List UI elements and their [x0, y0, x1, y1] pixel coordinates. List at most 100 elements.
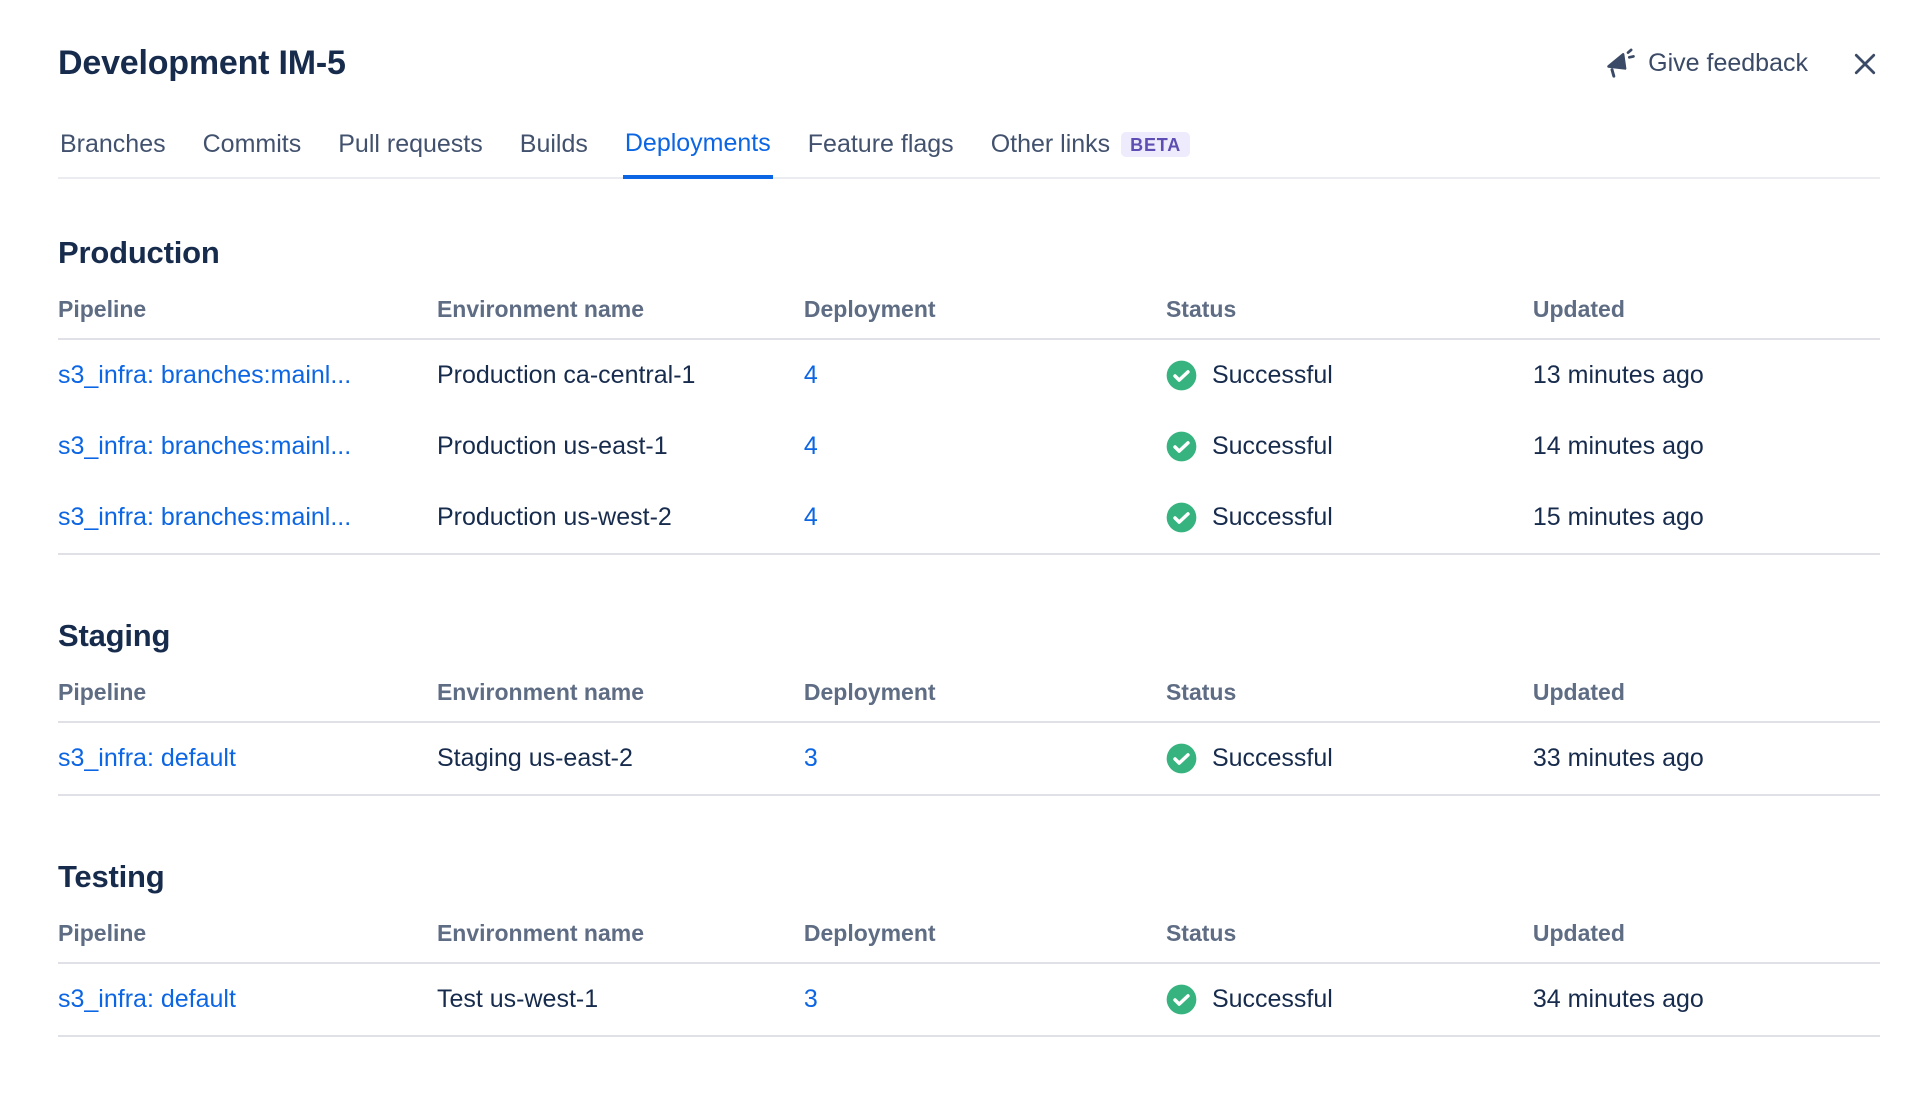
tab-label: Commits — [202, 130, 302, 158]
status-cell-td: Successful — [1166, 411, 1533, 482]
tab-commits[interactable]: Commits — [201, 129, 304, 177]
table-header-row: Pipeline Environment name Deployment Status… — [58, 679, 1880, 723]
pipeline-link[interactable]: s3_infra: default — [58, 744, 236, 772]
table-head: Pipeline Environment name Deployment Status… — [58, 920, 1880, 964]
status-badge: Successful — [1166, 360, 1525, 391]
environment-cell: Test us-west-1 — [437, 963, 804, 1036]
close-icon — [1850, 49, 1880, 79]
tab-label: Pull requests — [338, 130, 483, 158]
deployment-cell: 4 — [804, 411, 1166, 482]
pipeline-cell: s3_infra: branches:mainl... — [58, 339, 437, 411]
tab-branches[interactable]: Branches — [58, 129, 168, 177]
success-check-icon — [1166, 743, 1197, 774]
tab-label: Feature flags — [807, 130, 954, 158]
column-header-environment-name: Environment name — [436, 920, 804, 964]
panel-header: Development IM-5 Give feedback — [58, 44, 1880, 83]
environment-cell: Production us-east-1 — [437, 411, 804, 482]
table-head: Pipeline Environment name Deployment Status… — [58, 296, 1880, 340]
pipeline-link[interactable]: s3_infra: branches:mainl... — [58, 503, 352, 531]
updated-label: 33 minutes ago — [1532, 744, 1704, 772]
sections-root: Production Pipeline Environment name Deploy… — [58, 235, 1880, 1037]
environment-name: Production ca-central-1 — [436, 361, 696, 389]
tab-deployments[interactable]: Deployments — [622, 129, 773, 179]
status-badge: Successful — [1166, 743, 1525, 774]
section-testing: Testing Pipeline Environment name Deploymen… — [58, 859, 1880, 1037]
table-row: s3_infra: branches:mainl... Production ca… — [58, 339, 1880, 411]
table-header-row: Pipeline Environment name Deployment Status… — [58, 296, 1880, 340]
table-row: s3_infra: branches:mainl... Production us… — [58, 482, 1880, 554]
column-header-pipeline: Pipeline — [58, 920, 437, 964]
tab-label: Other links — [990, 130, 1111, 158]
updated-label: 14 minutes ago — [1532, 432, 1704, 460]
beta-badge: BETA — [1121, 132, 1191, 157]
status-cell-td: Successful — [1166, 722, 1533, 795]
deployment-cell: 3 — [804, 963, 1166, 1036]
deployment-count-link[interactable]: 3 — [803, 744, 818, 772]
column-header-pipeline: Pipeline — [58, 679, 437, 723]
section-title: Testing — [58, 859, 165, 894]
tab-feature-flags[interactable]: Feature flags — [806, 129, 956, 177]
column-header-deployment: Deployment — [803, 296, 1166, 340]
updated-label: 15 minutes ago — [1532, 503, 1704, 531]
close-button[interactable] — [1850, 49, 1880, 79]
column-header-updated: Updated — [1532, 679, 1880, 723]
pipeline-cell: s3_infra: default — [58, 963, 437, 1036]
deployments-panel: Development IM-5 Give feedback — [58, 44, 1880, 1037]
column-header-deployment: Deployment — [803, 679, 1166, 723]
deployment-count-link[interactable]: 4 — [803, 432, 818, 460]
status-badge: Successful — [1166, 984, 1525, 1015]
updated-label: 13 minutes ago — [1532, 361, 1704, 389]
environment-cell: Production us-west-2 — [437, 482, 804, 554]
deployments-table: Pipeline Environment name Deployment Status… — [58, 679, 1880, 796]
pipeline-link[interactable]: s3_infra: default — [58, 985, 236, 1013]
environment-cell: Staging us-east-2 — [437, 722, 804, 795]
updated-cell: 15 minutes ago — [1533, 482, 1880, 554]
give-feedback-button[interactable]: Give feedback — [1604, 48, 1808, 79]
tab-label: Branches — [60, 130, 166, 158]
status-cell-td: Successful — [1166, 482, 1533, 554]
section-title: Production — [58, 235, 220, 270]
tab-label: Deployments — [624, 129, 771, 157]
deployment-count-link[interactable]: 4 — [803, 361, 818, 389]
megaphone-icon — [1604, 48, 1635, 79]
updated-label: 34 minutes ago — [1532, 985, 1704, 1013]
table-header-row: Pipeline Environment name Deployment Status… — [58, 920, 1880, 964]
table-body: s3_infra: default Test us-west-1 3 Success… — [58, 963, 1880, 1036]
status-cell-td: Successful — [1166, 963, 1533, 1036]
tab-bar: Branches Commits Pull requests Builds Deploy… — [58, 129, 1880, 179]
status-label: Successful — [1211, 503, 1333, 531]
tab-label: Builds — [519, 130, 588, 158]
tab-other-links[interactable]: Other links BETA — [989, 129, 1192, 177]
tab-pull-requests[interactable]: Pull requests — [336, 129, 485, 177]
column-header-status: Status — [1165, 920, 1533, 964]
tab-builds[interactable]: Builds — [518, 129, 590, 177]
pipeline-cell: s3_infra: branches:mainl... — [58, 482, 437, 554]
section-production: Production Pipeline Environment name Deploy… — [58, 235, 1880, 555]
deployment-count-link[interactable]: 3 — [803, 985, 818, 1013]
pipeline-link[interactable]: s3_infra: branches:mainl... — [58, 432, 352, 460]
status-cell-td: Successful — [1166, 339, 1533, 411]
deployment-cell: 3 — [804, 722, 1166, 795]
environment-name: Production us-west-2 — [436, 503, 672, 531]
success-check-icon — [1166, 360, 1197, 391]
table-body: s3_infra: branches:mainl... Production ca… — [58, 339, 1880, 554]
pipeline-link[interactable]: s3_infra: branches:mainl... — [58, 361, 352, 389]
column-header-updated: Updated — [1532, 920, 1880, 964]
updated-cell: 14 minutes ago — [1533, 411, 1880, 482]
status-label: Successful — [1211, 361, 1333, 389]
section-staging: Staging Pipeline Environment name Deploymen… — [58, 618, 1880, 796]
deployments-table: Pipeline Environment name Deployment Status… — [58, 920, 1880, 1037]
column-header-pipeline: Pipeline — [58, 296, 437, 340]
header-actions: Give feedback — [1604, 48, 1880, 79]
success-check-icon — [1166, 502, 1197, 533]
deployment-cell: 4 — [804, 482, 1166, 554]
success-check-icon — [1166, 431, 1197, 462]
environment-name: Staging us-east-2 — [436, 744, 633, 772]
table-head: Pipeline Environment name Deployment Status… — [58, 679, 1880, 723]
deployment-count-link[interactable]: 4 — [803, 503, 818, 531]
updated-cell: 34 minutes ago — [1533, 963, 1880, 1036]
updated-cell: 13 minutes ago — [1533, 339, 1880, 411]
environment-name: Test us-west-1 — [436, 985, 599, 1013]
updated-cell: 33 minutes ago — [1533, 722, 1880, 795]
deployments-table: Pipeline Environment name Deployment Status… — [58, 296, 1880, 555]
